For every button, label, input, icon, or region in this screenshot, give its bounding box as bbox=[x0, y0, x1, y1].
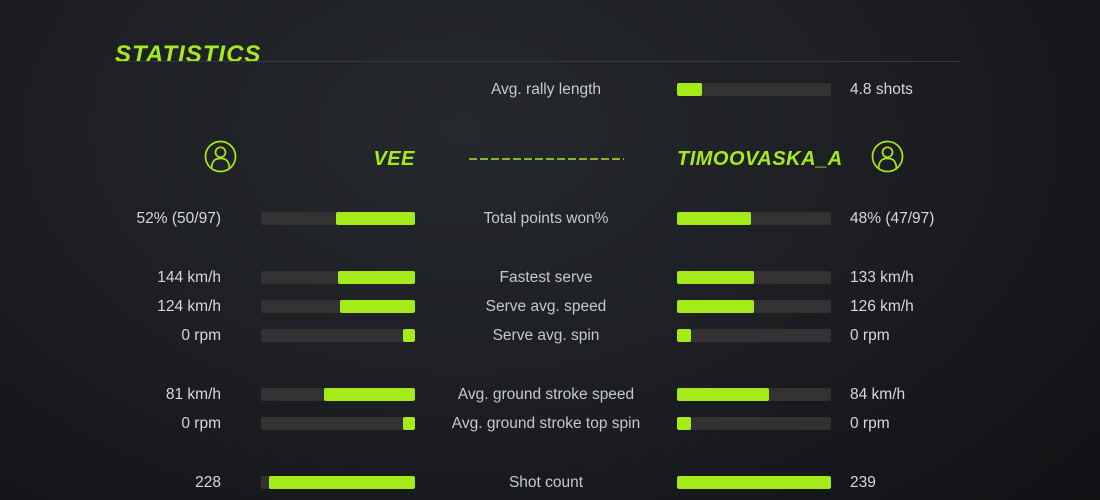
left-player-bar bbox=[261, 388, 415, 401]
left-player-bar-fill bbox=[339, 300, 415, 313]
stat-label: Shot count bbox=[508, 473, 584, 491]
left-player-value: 228 bbox=[195, 473, 221, 491]
right-player-value: 84 km/h bbox=[850, 385, 906, 403]
right-player-value: 239 bbox=[850, 473, 876, 491]
left-player-bar bbox=[261, 212, 415, 225]
stat-label: Fastest serve bbox=[499, 268, 593, 286]
right-player-bar bbox=[677, 329, 831, 342]
right-player-bar-fill bbox=[677, 271, 754, 284]
right-player-bar-fill bbox=[677, 329, 691, 342]
stat-label: Serve avg. speed bbox=[485, 297, 607, 315]
left-player-bar bbox=[261, 300, 415, 313]
rally-length-value: 4.8 shots bbox=[850, 80, 913, 98]
rally-length-label: Avg. rally length bbox=[491, 80, 601, 98]
stat-row-serve-avg-spin: 0 rpm Serve avg. spin 0 rpm bbox=[115, 321, 985, 350]
stat-row-ground-stroke-top-spin: 0 rpm Avg. ground stroke top spin 0 rpm bbox=[115, 409, 985, 438]
stat-row-shot-count: 228 Shot count 239 bbox=[115, 468, 985, 497]
left-player-value: 0 rpm bbox=[181, 414, 221, 432]
players-header-row: VEE TIMOOVASKA_A bbox=[115, 139, 985, 179]
left-player-value: 52% (50/97) bbox=[136, 209, 221, 227]
stat-label: Avg. ground stroke speed bbox=[457, 385, 635, 403]
right-player-value: 133 km/h bbox=[850, 268, 914, 286]
right-player-name: TIMOOVASKA_A bbox=[677, 147, 843, 170]
right-player-bar-fill bbox=[677, 212, 751, 225]
left-player-name: VEE bbox=[373, 147, 415, 170]
left-player-value: 0 rpm bbox=[181, 326, 221, 344]
left-player-bar bbox=[261, 476, 415, 489]
right-player-bar bbox=[677, 388, 831, 401]
right-player-bar bbox=[677, 271, 831, 284]
left-player-bar-fill bbox=[402, 329, 415, 342]
rally-length-row: Avg. rally length 4.8 shots bbox=[115, 75, 985, 104]
right-player-bar bbox=[677, 476, 831, 489]
stat-label: Avg. ground stroke top spin bbox=[451, 414, 641, 432]
player-avatar-icon bbox=[204, 140, 237, 178]
left-player-bar bbox=[261, 271, 415, 284]
top-divider bbox=[115, 61, 960, 62]
left-player-bar-fill bbox=[338, 271, 415, 284]
right-player-bar bbox=[677, 212, 831, 225]
right-player-value: 126 km/h bbox=[850, 297, 914, 315]
left-player-bar-fill bbox=[324, 388, 415, 401]
right-player-value: 0 rpm bbox=[850, 326, 890, 344]
right-player-value: 48% (47/97) bbox=[850, 209, 935, 227]
stat-row-fastest-serve: 144 km/h Fastest serve 133 km/h bbox=[115, 263, 985, 292]
stat-row-ground-stroke-speed: 81 km/h Avg. ground stroke speed 84 km/h bbox=[115, 380, 985, 409]
left-player-bar-fill bbox=[336, 212, 415, 225]
right-player-bar bbox=[677, 417, 831, 430]
page-title: STATISTICS bbox=[115, 41, 262, 68]
right-player-bar-fill bbox=[677, 300, 754, 313]
right-player-bar-fill bbox=[677, 388, 770, 401]
left-player-bar bbox=[261, 417, 415, 430]
left-player-value: 144 km/h bbox=[157, 268, 221, 286]
stat-label: Total points won% bbox=[483, 209, 609, 227]
players-dashed-divider bbox=[468, 158, 624, 160]
right-player-bar-fill bbox=[677, 417, 691, 430]
player-avatar-icon bbox=[871, 140, 904, 178]
rally-length-bar-fill bbox=[677, 83, 702, 96]
right-player-bar bbox=[677, 300, 831, 313]
stat-row-serve-avg-speed: 124 km/h Serve avg. speed 126 km/h bbox=[115, 292, 985, 321]
right-player-value: 0 rpm bbox=[850, 414, 890, 432]
stat-row-total-points-won: 52% (50/97) Total points won% 48% (47/97… bbox=[115, 204, 985, 233]
rally-length-bar bbox=[677, 83, 831, 96]
left-player-value: 124 km/h bbox=[157, 297, 221, 315]
left-player-value: 81 km/h bbox=[165, 385, 221, 403]
stat-label: Serve avg. spin bbox=[492, 326, 600, 344]
left-player-bar-fill bbox=[402, 417, 415, 430]
statistics-panel: STATISTICS Avg. rally length 4.8 shots bbox=[115, 40, 985, 497]
right-player-bar-fill bbox=[677, 476, 831, 489]
left-player-bar-fill bbox=[268, 476, 415, 489]
left-player-bar bbox=[261, 329, 415, 342]
